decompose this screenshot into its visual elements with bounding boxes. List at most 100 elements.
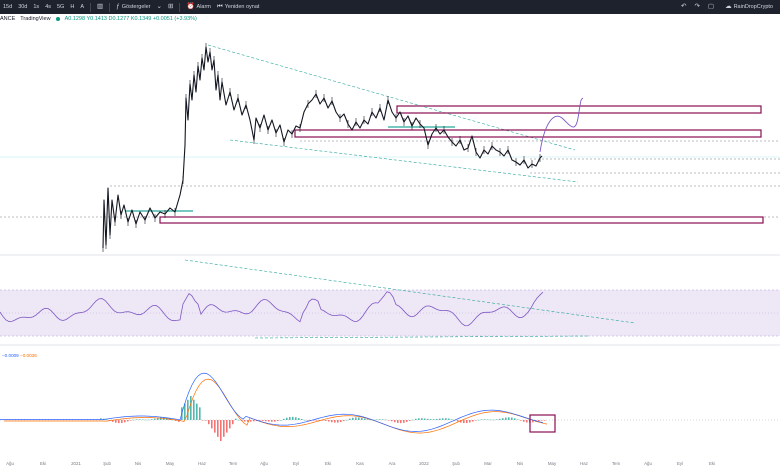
replay-button[interactable]: ⏮ Yeniden oynat xyxy=(214,3,263,11)
time-axis-label: Şub xyxy=(103,461,111,466)
indicators-label: Göstergeler xyxy=(121,4,151,10)
macd-histogram-bar xyxy=(322,420,324,421)
price-chart[interactable] xyxy=(0,14,780,470)
macd-histogram-bar xyxy=(349,418,351,420)
macd-histogram-bar xyxy=(472,420,474,422)
macd-histogram-bar xyxy=(235,418,237,420)
macd-histogram-bar xyxy=(325,420,327,421)
macd-histogram-bar xyxy=(199,407,201,420)
time-axis-label: 2021 xyxy=(71,461,81,466)
fullscreen-icon[interactable]: ▢ xyxy=(707,2,715,10)
macd-histogram-bar xyxy=(124,420,126,423)
macd-histogram-bar xyxy=(151,419,153,420)
macd-histogram-bar xyxy=(295,417,297,420)
macd-histogram-bar xyxy=(343,420,345,422)
macd-histogram-bar xyxy=(340,420,342,423)
macd-histogram-bar xyxy=(136,419,138,420)
timeframe-4s[interactable]: 4s xyxy=(45,4,51,10)
rsi-trendline-upper xyxy=(184,259,636,324)
macd-histogram-bar xyxy=(439,418,441,420)
macd-line xyxy=(0,372,544,432)
timeframe-1s[interactable]: 1s xyxy=(33,4,40,10)
resistance-zone xyxy=(294,129,762,138)
macd-histogram-bar xyxy=(229,420,231,429)
macd-histogram-bar xyxy=(277,420,279,421)
time-axis-label: Mar xyxy=(484,461,492,466)
macd-histogram-bar xyxy=(493,419,495,421)
macd-histogram-bar xyxy=(280,419,282,421)
macd-histogram-bar xyxy=(331,420,333,423)
macd-histogram-bar xyxy=(271,420,273,422)
macd-histogram-bar xyxy=(283,418,285,420)
macd-histogram-bar xyxy=(490,419,492,421)
macd-histogram-bar xyxy=(265,420,267,422)
macd-histogram-bar xyxy=(478,419,480,421)
trendline-lower xyxy=(229,139,579,183)
macd-histogram-bar xyxy=(463,420,465,424)
macd-histogram-bar xyxy=(172,419,174,421)
time-axis-label: Kas xyxy=(356,461,364,466)
macd-histogram-bar xyxy=(544,420,546,421)
macd-histogram-bar xyxy=(523,420,525,422)
indicators-button[interactable]: ƒ Göstergeler xyxy=(113,3,153,11)
macd-histogram-bar xyxy=(190,396,192,420)
macd-histogram-bar xyxy=(433,419,435,420)
macd-histogram-bar xyxy=(298,418,300,420)
time-axis-label: May xyxy=(547,461,557,466)
toolbar-divider xyxy=(179,2,181,12)
macd-histogram-bar xyxy=(379,419,381,420)
alarm-label: Alarm xyxy=(196,4,211,10)
macd-histogram-bar xyxy=(253,420,255,422)
macd-histogram-bar xyxy=(418,418,420,420)
symbol-legend: ANCE TradingView A0.1298 Y0.1413 D0.1277… xyxy=(0,16,197,22)
macd-histogram-bar xyxy=(112,420,114,422)
top-toolbar: 15d 30d 1s 4s 5G H A ▥ ƒ Göstergeler ⌄ ⊞ … xyxy=(0,0,780,14)
macd-histogram-bar xyxy=(427,418,429,420)
macd-histogram-bar xyxy=(496,419,498,420)
macd-histogram-bar xyxy=(106,419,108,421)
macd-histogram-bar xyxy=(466,420,468,424)
time-axis[interactable]: Ağu Eki 2021 Şub Nis May Haz Tem Ağu Eyl Eki Kas Ara… xyxy=(0,460,780,470)
macd-histogram-bar xyxy=(451,419,453,420)
macd-histogram-bar xyxy=(505,417,507,420)
candles-icon: ▥ xyxy=(97,2,104,10)
time-axis-label: Eki xyxy=(324,461,332,466)
macd-histogram-bar xyxy=(430,419,432,420)
macd-histogram-bar xyxy=(334,420,336,423)
templates-button[interactable]: ⌄ xyxy=(154,2,165,11)
timeframe-15d[interactable]: 15d xyxy=(3,4,13,10)
macd-histogram-bar xyxy=(187,399,189,420)
macd-histogram-bar xyxy=(238,419,240,421)
time-axis-label: Eyl xyxy=(292,461,300,466)
rsi-line xyxy=(0,291,544,327)
macd-histogram-bar xyxy=(361,417,363,420)
macd-histogram-bar xyxy=(262,420,264,421)
timeframe-a[interactable]: A xyxy=(80,4,84,10)
user-menu[interactable]: ☁ RainDropCrypto xyxy=(722,3,776,11)
macd-histogram-bar xyxy=(373,419,375,421)
layouts-button[interactable]: ⊞ xyxy=(165,3,176,11)
toolbar-divider xyxy=(90,2,91,12)
macd-histogram-bar xyxy=(274,420,276,422)
time-axis-label: Ağu xyxy=(644,461,652,466)
time-axis-label: May xyxy=(165,461,175,466)
chart-type-button[interactable]: ▥ xyxy=(94,2,106,11)
price-series xyxy=(102,46,543,249)
market-status-dot xyxy=(55,17,60,21)
macd-histogram-bar xyxy=(232,420,234,425)
symbol-name[interactable]: ANCE xyxy=(0,16,16,22)
undo-icon[interactable]: ↶ xyxy=(681,2,687,10)
macd-histogram-bar xyxy=(370,419,372,421)
redo-icon[interactable]: ↷ xyxy=(694,2,700,10)
macd-histogram-bar xyxy=(376,419,378,421)
timeframe-h[interactable]: H xyxy=(70,4,75,10)
timeframe-5g[interactable]: 5G xyxy=(57,4,65,10)
chevron-down-icon: ⌄ xyxy=(156,2,162,10)
macd-histogram-bar xyxy=(448,418,450,420)
macd-histogram-bar xyxy=(142,419,144,421)
alarm-button[interactable]: ⏰ Alarm xyxy=(183,3,213,11)
macd-histogram-bar xyxy=(127,420,129,422)
timeframe-30d[interactable]: 30d xyxy=(18,4,28,10)
macd-histogram-bar xyxy=(415,418,417,420)
macd-value: −0.0009 xyxy=(2,353,19,358)
